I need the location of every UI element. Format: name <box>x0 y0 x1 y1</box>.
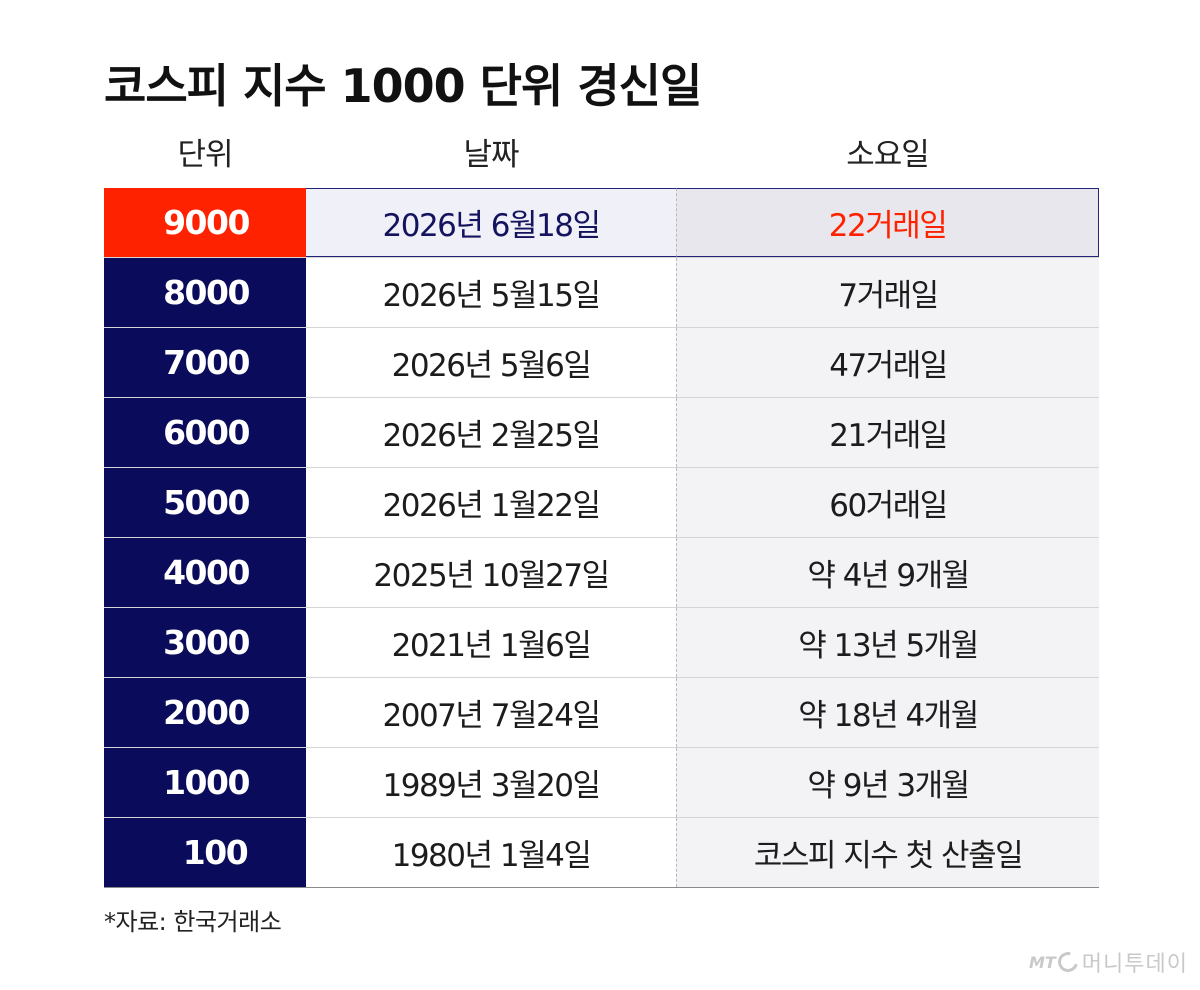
date-cell: 2026년 6월18일 <box>306 188 676 257</box>
unit-cell: 6000 <box>104 398 306 467</box>
days-cell: 47거래일 <box>676 328 1099 397</box>
date-cell: 2026년 2월25일 <box>306 398 676 467</box>
unit-cell: 3000 <box>104 608 306 677</box>
table-header: 단위 날짜 소요일 <box>104 130 1099 180</box>
unit-cell: 7000 <box>104 328 306 397</box>
days-cell: 60거래일 <box>676 468 1099 537</box>
table-row: 100 1980년 1월4일 코스피 지수 첫 산출일 <box>104 817 1099 888</box>
date-cell: 1980년 1월4일 <box>306 818 676 887</box>
unit-cell: 2000 <box>104 678 306 747</box>
date-cell: 2026년 5월15일 <box>306 258 676 327</box>
table-row: 9000 2026년 6월18일 22거래일 <box>104 188 1099 257</box>
days-cell: 약 18년 4개월 <box>676 678 1099 747</box>
unit-cell: 4000 <box>104 538 306 607</box>
milestone-table: 9000 2026년 6월18일 22거래일 8000 2026년 5월15일 … <box>104 188 1099 888</box>
days-cell: 21거래일 <box>676 398 1099 467</box>
page-title: 코스피 지수 1000 단위 경신일 <box>104 59 702 113</box>
days-cell: 약 4년 9개월 <box>676 538 1099 607</box>
column-header-days: 소요일 <box>846 137 930 173</box>
column-header-date: 날짜 <box>463 137 519 173</box>
date-cell: 2026년 1월22일 <box>306 468 676 537</box>
date-cell: 2025년 10월27일 <box>306 538 676 607</box>
table-row: 6000 2026년 2월25일 21거래일 <box>104 397 1099 467</box>
logo-mark: MT <box>1028 952 1056 972</box>
date-cell: 2007년 7월24일 <box>306 678 676 747</box>
days-cell: 코스피 지수 첫 산출일 <box>676 818 1099 887</box>
date-cell: 2026년 5월6일 <box>306 328 676 397</box>
unit-cell: 1000 <box>104 748 306 817</box>
source-note: *자료: 한국거래소 <box>104 908 282 936</box>
publisher-logo: MT 머니투데이 <box>1029 946 1188 978</box>
table-row: 8000 2026년 5월15일 7거래일 <box>104 257 1099 327</box>
days-cell: 약 13년 5개월 <box>676 608 1099 677</box>
days-cell: 22거래일 <box>676 188 1099 257</box>
table-row: 2000 2007년 7월24일 약 18년 4개월 <box>104 677 1099 747</box>
logo-name: 머니투데이 <box>1081 952 1188 977</box>
logo-swoosh-icon <box>1054 948 1082 976</box>
date-cell: 1989년 3월20일 <box>306 748 676 817</box>
table-row: 1000 1989년 3월20일 약 9년 3개월 <box>104 747 1099 817</box>
days-cell: 약 9년 3개월 <box>676 748 1099 817</box>
table-row: 4000 2025년 10월27일 약 4년 9개월 <box>104 537 1099 607</box>
date-cell: 2021년 1월6일 <box>306 608 676 677</box>
unit-cell: 5000 <box>104 468 306 537</box>
column-header-unit: 단위 <box>177 137 233 173</box>
unit-cell: 8000 <box>104 258 306 327</box>
days-cell: 7거래일 <box>676 258 1099 327</box>
unit-cell: 100 <box>104 818 306 887</box>
unit-cell: 9000 <box>104 188 306 257</box>
table-row: 5000 2026년 1월22일 60거래일 <box>104 467 1099 537</box>
table-row: 7000 2026년 5월6일 47거래일 <box>104 327 1099 397</box>
table-row: 3000 2021년 1월6일 약 13년 5개월 <box>104 607 1099 677</box>
